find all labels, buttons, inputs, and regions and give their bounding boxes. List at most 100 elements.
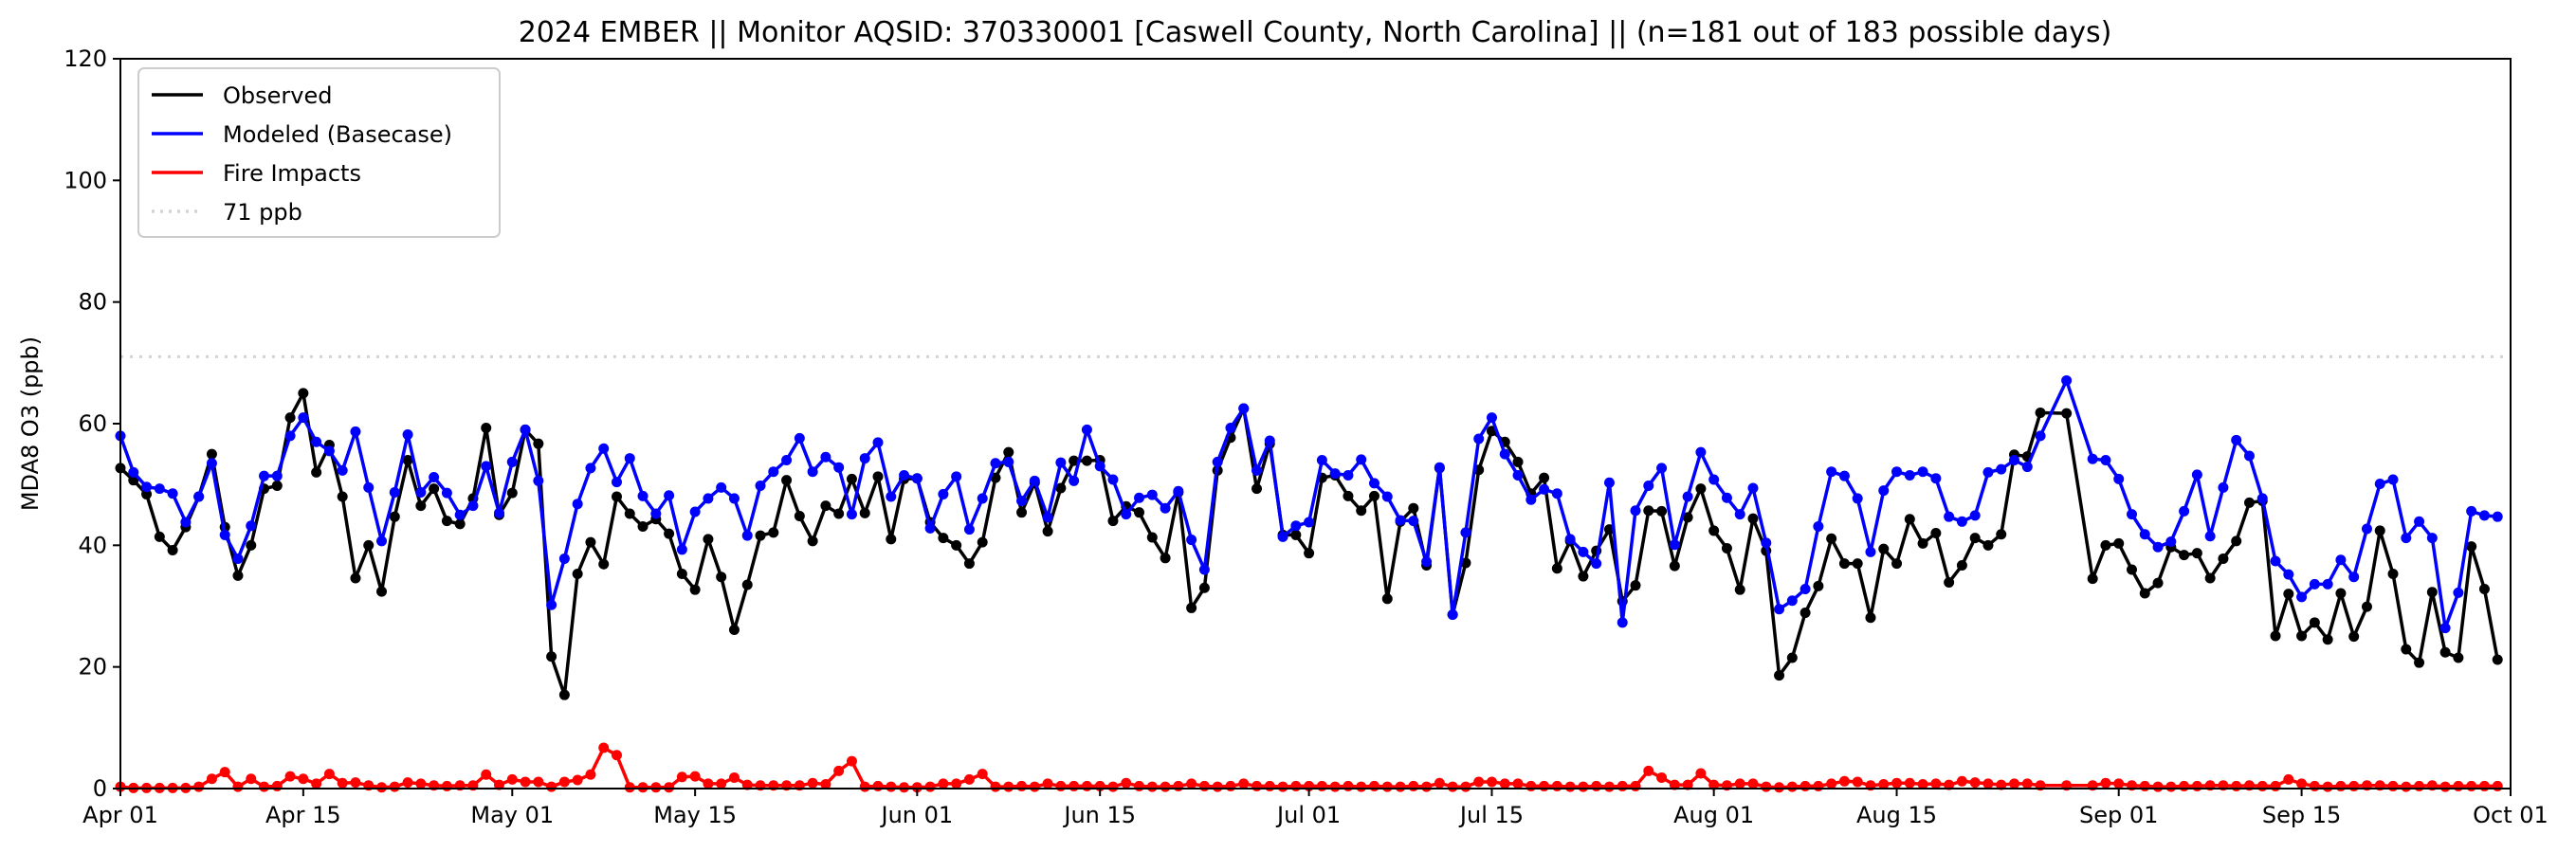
data-point-fire-impacts [1617, 780, 1628, 791]
data-point-observed [1081, 455, 1092, 466]
data-point-fire-impacts [676, 771, 687, 783]
data-point-observed [1904, 514, 1915, 525]
data-point-modeled-basecase [1134, 492, 1145, 503]
data-point-observed [963, 558, 975, 570]
data-point-observed [1160, 553, 1171, 564]
data-point-observed [1146, 532, 1158, 543]
data-point-modeled-basecase [755, 480, 766, 491]
data-point-observed [376, 586, 388, 597]
data-point-fire-impacts [1578, 781, 1589, 792]
data-point-fire-impacts [2152, 781, 2164, 792]
data-point-modeled-basecase [1186, 535, 1197, 546]
data-point-fire-impacts [441, 780, 452, 791]
data-point-modeled-basecase [1617, 617, 1628, 628]
data-point-observed [2439, 646, 2451, 658]
data-point-observed [1852, 558, 1863, 570]
data-point-fire-impacts [585, 769, 596, 780]
data-point-modeled-basecase [1982, 466, 1994, 478]
data-point-modeled-basecase [1225, 422, 1236, 433]
data-point-observed [1512, 456, 1524, 467]
data-point-fire-impacts [1146, 781, 1158, 792]
data-point-fire-impacts [1121, 777, 1132, 789]
data-point-fire-impacts [807, 777, 818, 789]
data-point-observed [1982, 539, 1994, 551]
data-point-fire-impacts [1473, 776, 1485, 788]
data-point-modeled-basecase [1904, 470, 1915, 481]
data-point-fire-impacts [2439, 781, 2451, 792]
data-point-modeled-basecase [1081, 424, 1092, 435]
data-point-observed [429, 483, 440, 495]
data-point-observed [1016, 507, 1028, 518]
data-point-modeled-basecase [1447, 608, 1458, 620]
data-point-observed [2179, 550, 2190, 561]
data-point-fire-impacts [990, 781, 1001, 792]
data-point-modeled-basecase [1003, 456, 1014, 467]
data-point-fire-impacts [1551, 780, 1562, 791]
data-point-modeled-basecase [585, 463, 596, 474]
data-point-modeled-basecase [1029, 475, 1040, 486]
data-point-modeled-basecase [1721, 492, 1732, 503]
data-point-modeled-basecase [1512, 470, 1524, 481]
data-point-fire-impacts [2113, 778, 2125, 789]
legend-label-modeled-basecase: Modeled (Basecase) [223, 121, 452, 148]
data-point-fire-impacts [1813, 780, 1824, 791]
data-point-fire-impacts [1969, 777, 1981, 789]
data-point-observed [1381, 593, 1393, 605]
data-point-modeled-basecase [2348, 572, 2360, 583]
data-point-observed [598, 558, 610, 570]
data-point-observed [1969, 533, 1981, 544]
data-point-observed [454, 518, 466, 530]
data-point-observed [2204, 572, 2216, 584]
data-point-modeled-basecase [2309, 578, 2320, 590]
data-point-observed [506, 487, 518, 499]
data-point-observed [1695, 483, 1707, 495]
data-point-modeled-basecase [1747, 482, 1759, 494]
data-point-observed [350, 572, 361, 584]
data-point-fire-impacts [1329, 781, 1341, 792]
data-point-fire-impacts [611, 750, 622, 761]
data-point-observed [2453, 652, 2464, 663]
data-point-modeled-basecase [546, 599, 557, 610]
data-point-modeled-basecase [2243, 450, 2255, 462]
data-point-modeled-basecase [1630, 505, 1641, 517]
data-point-modeled-basecase [951, 471, 962, 482]
data-point-fire-impacts [1134, 780, 1145, 791]
data-point-modeled-basecase [2426, 533, 2438, 544]
data-point-observed [624, 508, 635, 519]
data-point-modeled-basecase [2335, 554, 2347, 566]
data-point-modeled-basecase [1395, 515, 1406, 526]
y-tick-label: 20 [78, 654, 107, 681]
data-point-modeled-basecase [833, 462, 845, 473]
data-point-modeled-basecase [728, 493, 740, 504]
data-point-modeled-basecase [2139, 529, 2150, 540]
data-point-fire-impacts [1643, 765, 1654, 776]
data-point-observed [1460, 557, 1471, 569]
data-point-modeled-basecase [1160, 502, 1171, 514]
data-point-observed [676, 568, 687, 579]
data-point-modeled-basecase [350, 426, 361, 437]
data-point-observed [611, 491, 622, 502]
data-point-modeled-basecase [2492, 511, 2503, 522]
x-tick-label: Aug 15 [1856, 802, 1937, 828]
data-point-fire-impacts [1591, 780, 1602, 791]
data-point-fire-impacts [1930, 778, 1942, 789]
data-point-observed [938, 533, 949, 544]
data-point-fire-impacts [2478, 780, 2490, 791]
data-point-fire-impacts [1029, 781, 1040, 792]
data-point-modeled-basecase [154, 483, 165, 495]
data-point-observed [1356, 505, 1367, 517]
legend-label-fire-impacts: Fire Impacts [223, 160, 361, 187]
data-point-fire-impacts [572, 774, 583, 786]
data-point-modeled-basecase [271, 470, 283, 481]
legend-label-71-ppb: 71 ppb [223, 199, 302, 226]
data-point-observed [2243, 497, 2255, 508]
data-point-observed [337, 491, 348, 502]
data-point-fire-impacts [1107, 781, 1119, 792]
data-point-modeled-basecase [206, 458, 217, 469]
data-point-fire-impacts [1173, 780, 1184, 791]
data-point-modeled-basecase [246, 520, 257, 532]
data-point-modeled-basecase [1198, 564, 1210, 575]
data-point-observed [2231, 535, 2242, 547]
data-point-observed [402, 455, 413, 465]
data-point-modeled-basecase [389, 487, 400, 499]
